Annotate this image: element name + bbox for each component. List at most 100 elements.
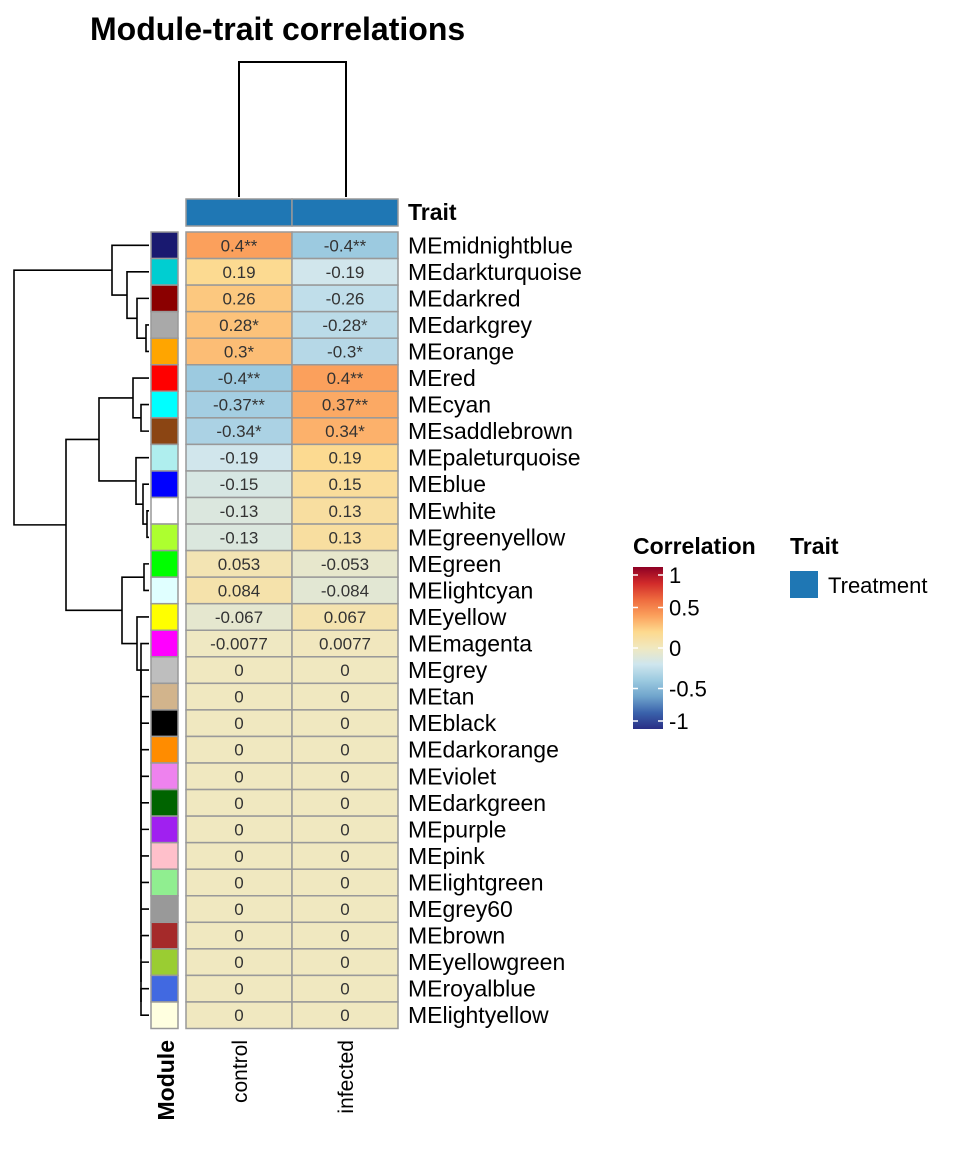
row-label-MElightgreen: MElightgreen [408, 869, 544, 895]
cell-MEtan-control [185, 682, 293, 711]
colorbar-tick-label: 0.5 [669, 596, 700, 621]
cell-label-MElightyellow-control: 0 [234, 1006, 243, 1025]
cell-MEpurple-infected [291, 815, 399, 844]
row-dendrogram-branch [111, 244, 149, 296]
correlation-legend-title: Correlation [633, 533, 756, 559]
row-label-MEdarkgreen: MEdarkgreen [408, 790, 546, 816]
row-dendrogram-branch [143, 563, 149, 592]
cell-label-MEpink-control: 0 [234, 847, 243, 866]
cell-label-MEdarkgreen-infected: 0 [340, 794, 349, 813]
cell-label-MEsaddlebrown-control: -0.34* [216, 422, 262, 441]
cell-label-MEpurple-control: 0 [234, 820, 243, 839]
cell-label-MEblue-control: -0.15 [220, 475, 259, 494]
cell-label-MEbrown-control: 0 [234, 927, 243, 946]
module-color-MElightgreen [150, 868, 179, 897]
cell-MElightcyan-control [185, 576, 293, 605]
row-label-MEpaleturquoise: MEpaleturquoise [408, 445, 581, 471]
module-color-MEdarkorange [150, 735, 179, 764]
cell-label-MEyellow-infected: 0.067 [324, 608, 367, 627]
module-color-MEwhite [150, 496, 179, 525]
trait-legend-label: Treatment [828, 573, 927, 598]
cell-label-MEgreenyellow-infected: 0.13 [328, 528, 361, 547]
cell-MEblue-infected [291, 470, 399, 499]
row-label-MEgreenyellow: MEgreenyellow [408, 524, 566, 550]
trait-legend: Trait Treatment [790, 533, 927, 598]
row-dendrogram-branch [142, 483, 149, 525]
row-dendrogram-branch [145, 324, 149, 353]
cell-label-MEgrey-infected: 0 [340, 661, 349, 680]
module-color-MEred [150, 364, 179, 393]
cell-label-MEorange-control: 0.3* [224, 342, 255, 361]
cell-label-MEyellow-control: -0.067 [215, 608, 263, 627]
cell-label-MEsaddlebrown-infected: 0.34* [325, 422, 365, 441]
cell-label-MEmagenta-control: -0.0077 [210, 635, 268, 654]
row-label-MEcyan: MEcyan [408, 392, 491, 418]
cell-label-MEgreen-control: 0.053 [218, 555, 261, 574]
row-label-MEblue: MEblue [408, 471, 486, 497]
row-label-MEorange: MEorange [408, 338, 514, 364]
cell-label-MEgrey60-control: 0 [234, 900, 243, 919]
row-dendrogram-branch [140, 961, 149, 1002]
row-label-MEviolet: MEviolet [408, 763, 497, 789]
module-color-MEyellow [150, 602, 179, 632]
cell-label-MEdarkred-control: 0.26 [222, 289, 255, 308]
module-color-MEdarkgrey [150, 310, 179, 339]
cell-label-MEdarkgrey-control: 0.28* [219, 316, 259, 335]
module-color-MEroyalblue [150, 974, 179, 1003]
column-dendrogram-branch [238, 61, 347, 197]
row-dendrogram-branch [140, 642, 149, 697]
cell-MEgreen-infected [291, 549, 399, 578]
column-annotation: Trait [185, 198, 457, 227]
row-dendrogram-branch [140, 987, 149, 1017]
module-color-MEorange [150, 337, 179, 366]
colorbar-tick-label: -0.5 [669, 677, 707, 702]
row-dendrogram-branch [121, 576, 144, 645]
row-label-MEdarkred: MEdarkred [408, 285, 520, 311]
cell-label-MEroyalblue-control: 0 [234, 980, 243, 999]
cell-label-MEbrown-infected: 0 [340, 927, 349, 946]
column-dendrogram [238, 61, 347, 197]
trait-bar-control [185, 198, 293, 227]
cell-label-MEgreenyellow-control: -0.13 [220, 528, 259, 547]
row-label-MEgreen: MEgreen [408, 551, 501, 577]
module-color-MEpink [150, 841, 179, 870]
cell-label-MEyellowgreen-control: 0 [234, 953, 243, 972]
row-labels: MEmidnightblueMEdarkturquoiseMEdarkredME… [408, 232, 582, 1028]
cell-label-MEdarkturquoise-control: 0.19 [222, 263, 255, 282]
row-dendrogram-branch [140, 934, 149, 983]
cell-MEmidnightblue-control [185, 231, 293, 260]
cell-MEgrey60-control [185, 895, 293, 924]
cell-label-MEorange-infected: -0.3* [327, 342, 363, 361]
row-label-MEsaddlebrown: MEsaddlebrown [408, 418, 573, 444]
trait-legend-title: Trait [790, 533, 839, 559]
cell-MEmidnightblue-infected [291, 231, 399, 260]
cell-label-MEdarkorange-infected: 0 [340, 741, 349, 760]
row-dendrogram-branch [98, 397, 136, 482]
cell-label-MEdarkgrey-infected: -0.28* [322, 316, 368, 335]
module-color-MEblue [150, 470, 179, 499]
row-dendrogram-branch [136, 297, 149, 339]
row-label-MEgrey60: MEgrey60 [408, 896, 513, 922]
cell-MEdarkturquoise-infected [291, 257, 399, 286]
cell-label-MEmagenta-infected: 0.0077 [319, 635, 371, 654]
row-label-MEgrey: MEgrey [408, 657, 488, 683]
row-annotation [150, 231, 179, 1030]
cell-MEgrey-infected [291, 656, 399, 685]
row-label-MEmagenta: MEmagenta [408, 631, 532, 657]
cell-label-MEblack-control: 0 [234, 714, 243, 733]
row-label-MEtan: MEtan [408, 684, 474, 710]
cell-MEblack-control [185, 709, 293, 738]
row-label-MEblack: MEblack [408, 710, 497, 736]
colorbar-tick-label: 1 [669, 563, 681, 588]
row-label-MEyellow: MEyellow [408, 604, 507, 630]
column-label-infected: infected [335, 1040, 358, 1114]
cell-label-MEviolet-infected: 0 [340, 767, 349, 786]
row-dendrogram-branch [140, 881, 149, 934]
cell-MElightyellow-control [185, 1001, 293, 1030]
cell-label-MEdarkorange-control: 0 [234, 741, 243, 760]
colorbar-tick-label: 0 [669, 636, 681, 661]
row-dendrogram-branch [126, 271, 149, 320]
row-label-MElightyellow: MElightyellow [408, 1002, 549, 1028]
module-color-MEpaleturquoise [150, 443, 179, 472]
cell-MEviolet-infected [291, 762, 399, 791]
